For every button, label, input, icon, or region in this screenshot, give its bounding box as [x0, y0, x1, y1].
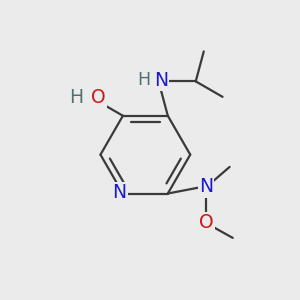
Text: O: O	[91, 88, 106, 106]
Text: H: H	[69, 88, 83, 106]
Text: H: H	[138, 71, 151, 89]
Text: N: N	[154, 71, 168, 90]
Text: O: O	[199, 213, 213, 232]
Text: N: N	[199, 177, 213, 196]
Text: N: N	[112, 183, 126, 202]
